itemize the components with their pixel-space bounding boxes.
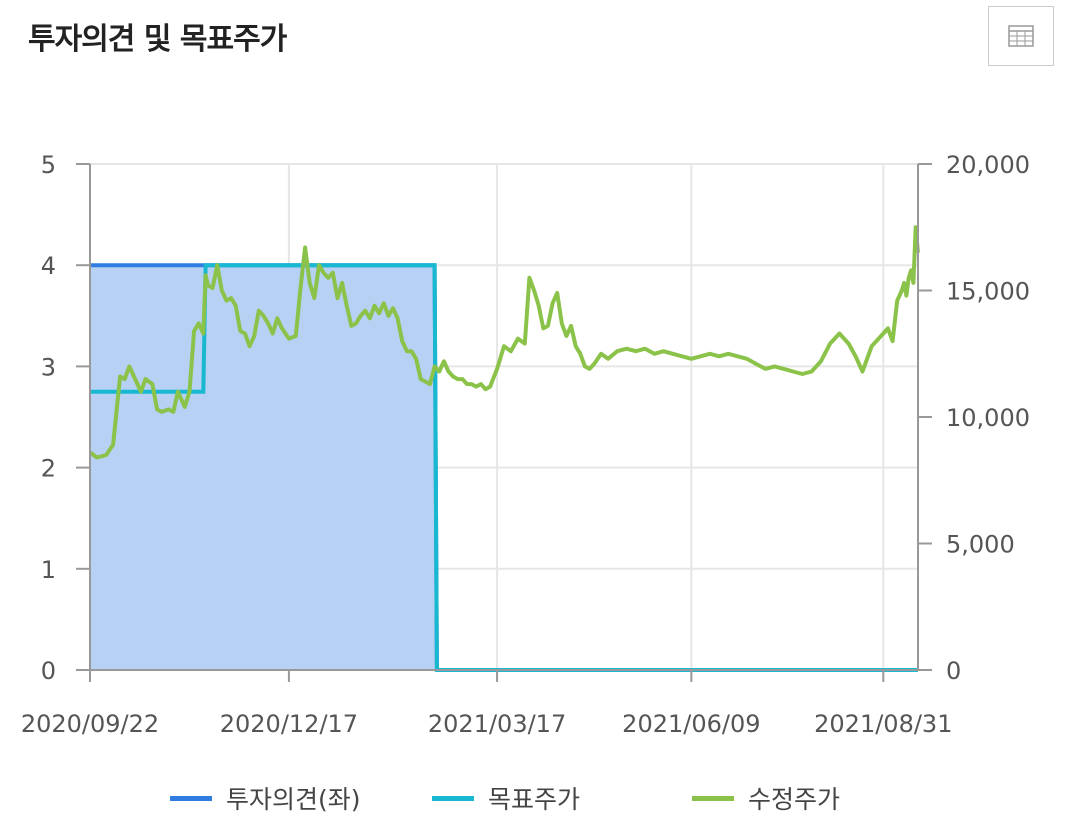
- y-left-tick-label: 3: [41, 353, 56, 381]
- y-right-tick-label: 10,000: [946, 404, 1030, 432]
- opinion-area: [90, 265, 918, 670]
- legend-swatch-opinion: [170, 795, 212, 801]
- legend-label-price: 수정주가: [748, 785, 841, 814]
- chart-title: 투자의견 및 목표주가: [28, 22, 287, 57]
- y-left-tick-label: 0: [41, 657, 56, 685]
- y-right-tick-label: 5,000: [946, 531, 1015, 559]
- y-left-tick-label: 4: [41, 252, 56, 280]
- y-left-tick-label: 5: [41, 151, 56, 179]
- legend-label-target: 목표주가: [488, 785, 581, 814]
- legend-swatch-target: [432, 795, 474, 801]
- table-icon: [1008, 25, 1034, 47]
- legend-item-price[interactable]: 수정주가: [692, 776, 840, 820]
- legend-item-target[interactable]: 목표주가: [432, 776, 580, 820]
- legend-item-opinion[interactable]: 투자의견(좌): [170, 776, 361, 820]
- legend-swatch-price: [692, 795, 734, 801]
- x-tick-label: 2021/08/31: [814, 710, 952, 738]
- x-tick-label: 2021/06/09: [622, 710, 760, 738]
- x-tick-label: 2021/03/17: [428, 710, 566, 738]
- legend: 투자의견(좌) 목표주가 수정주가: [0, 776, 1080, 820]
- y-left-tick-label: 1: [41, 556, 56, 584]
- y-right-tick-label: 20,000: [946, 151, 1030, 179]
- x-tick-label: 2020/09/22: [21, 710, 159, 738]
- table-view-button[interactable]: [988, 6, 1054, 66]
- y-right-tick-label: 15,000: [946, 278, 1030, 306]
- legend-label-opinion: 투자의견(좌): [226, 785, 361, 814]
- y-right-tick-label: 0: [946, 657, 961, 685]
- series-line-price: [88, 225, 920, 460]
- y-left-tick-label: 2: [41, 455, 56, 483]
- x-tick-label: 2020/12/17: [220, 710, 358, 738]
- chart: 0 1 2 3 4 5 2020/09/22 2020/12/17 2021/03/17 2021…: [21, 151, 1030, 738]
